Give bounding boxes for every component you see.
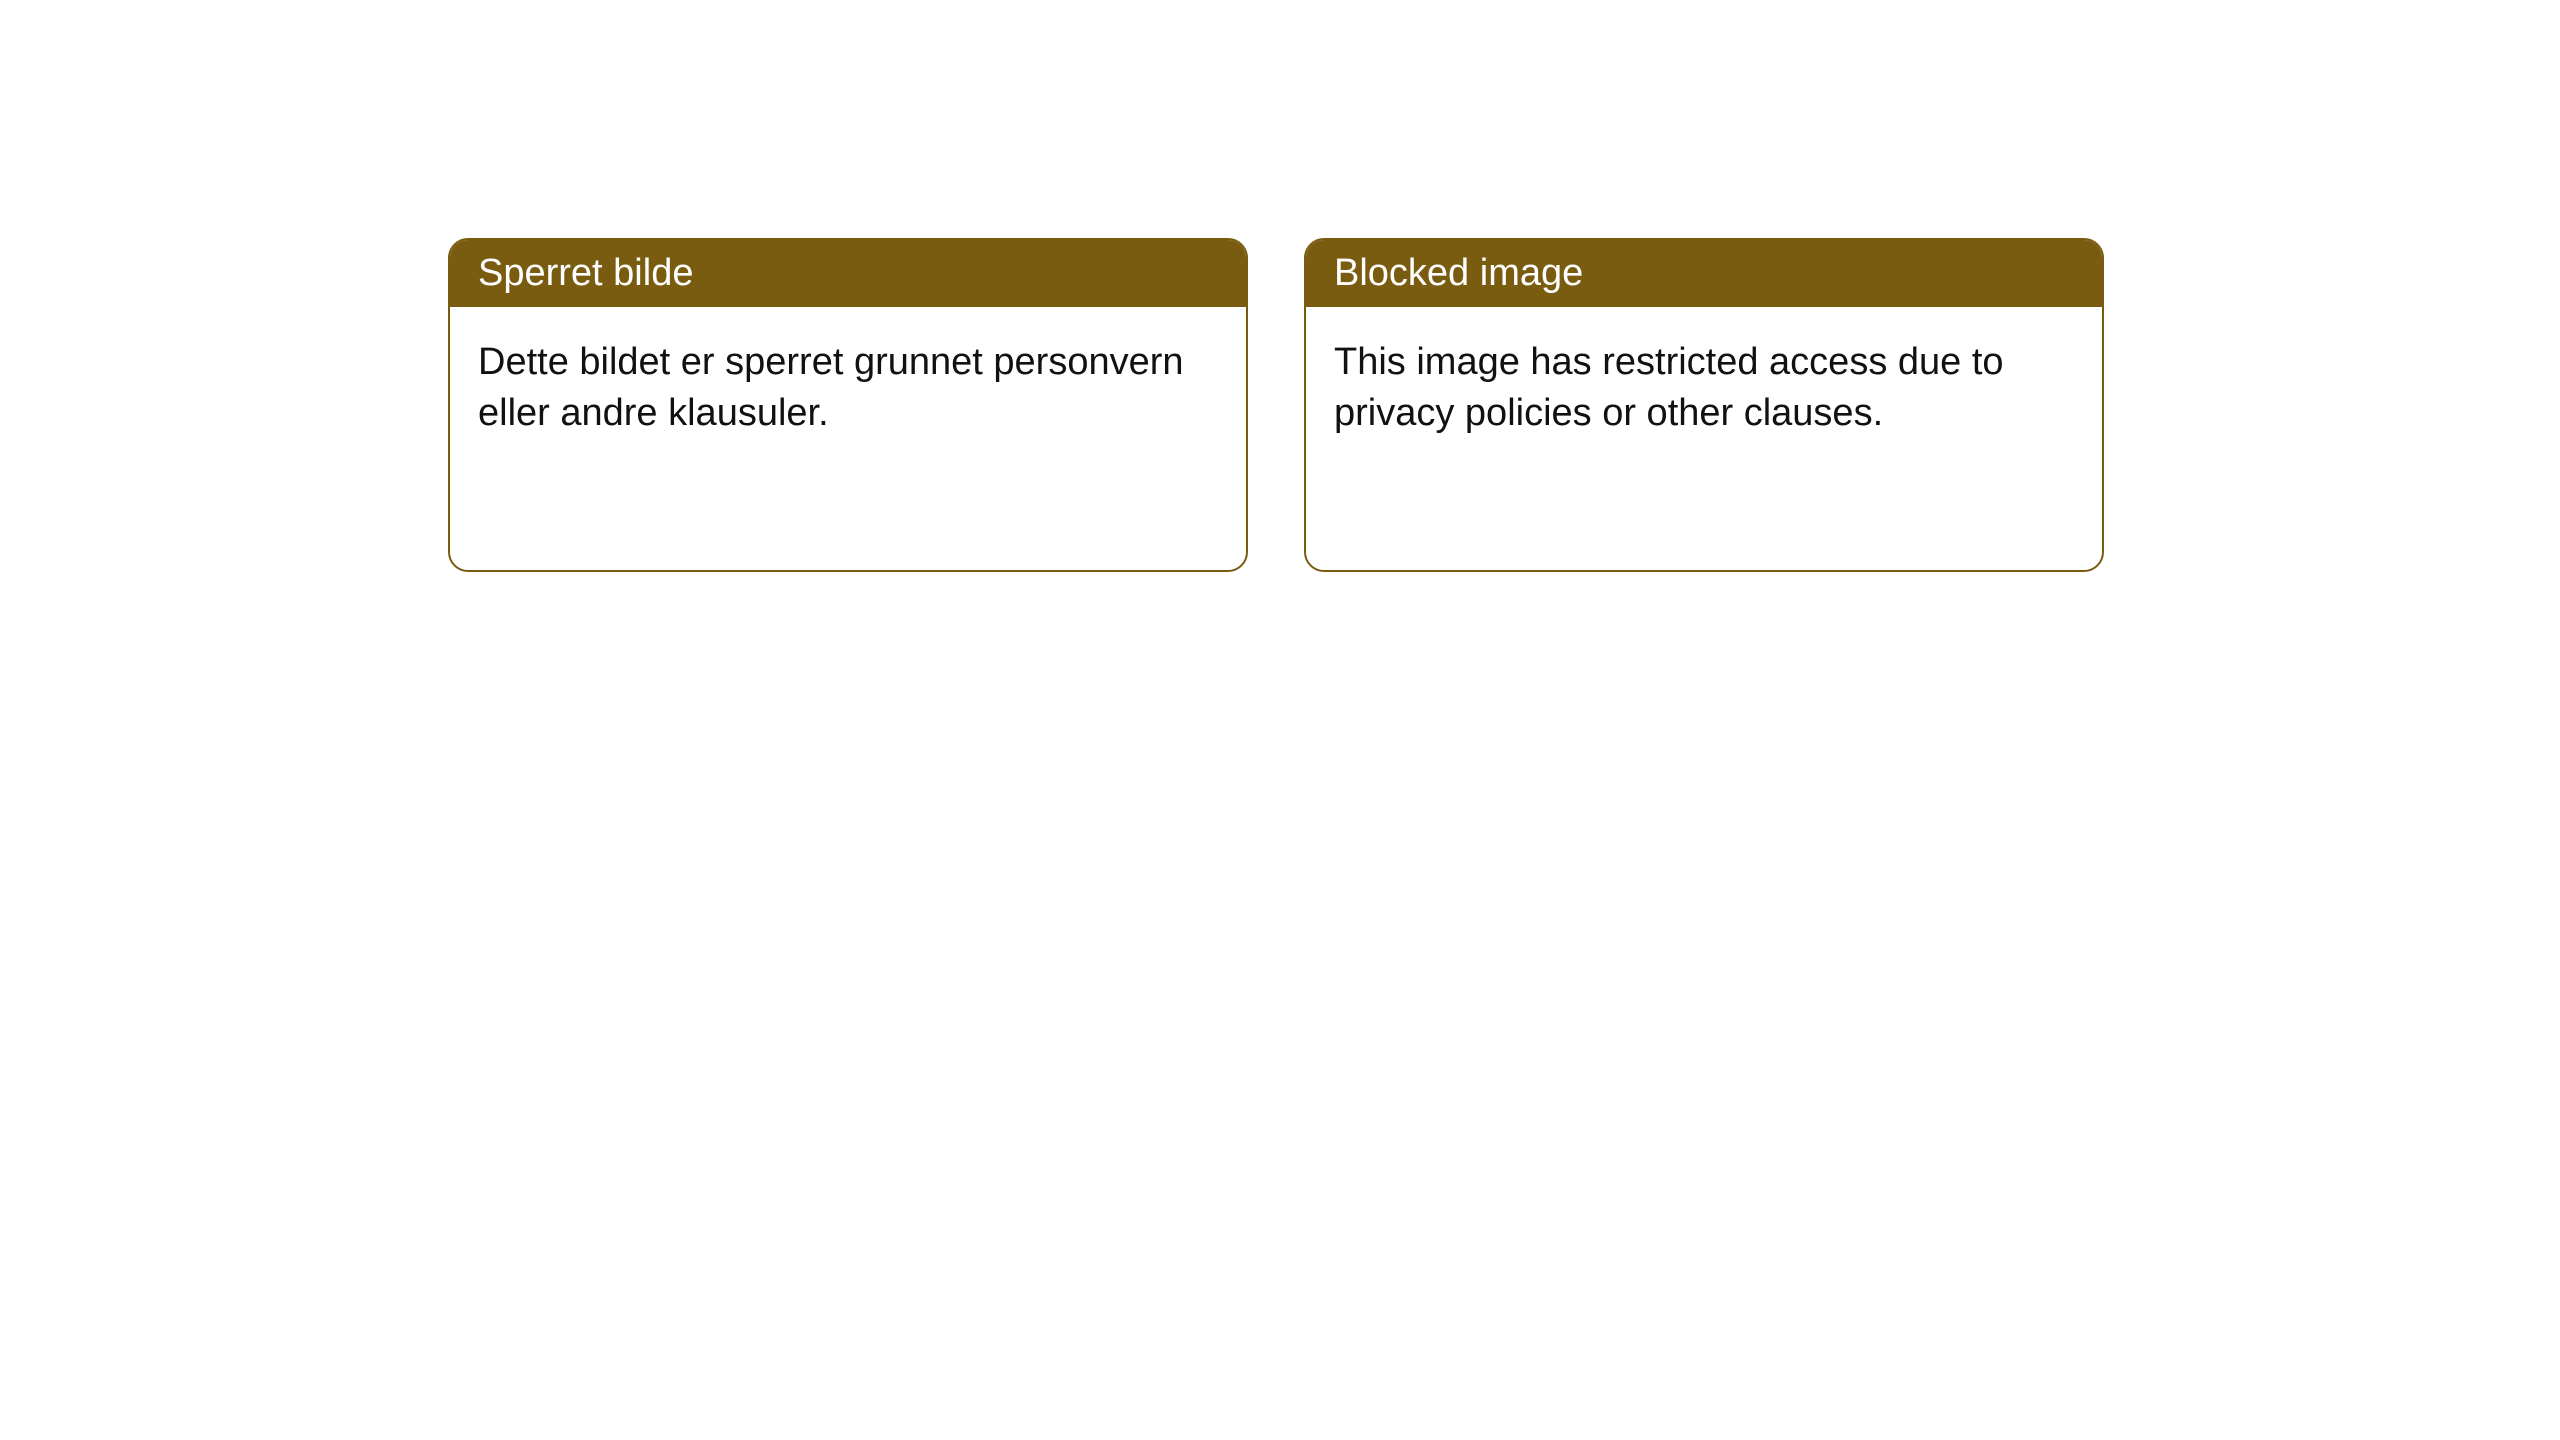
card-body-no: Dette bildet er sperret grunnet personve… xyxy=(450,307,1246,470)
blocked-image-notices: Sperret bilde Dette bildet er sperret gr… xyxy=(448,238,2104,572)
blocked-image-card-no: Sperret bilde Dette bildet er sperret gr… xyxy=(448,238,1248,572)
card-body-en: This image has restricted access due to … xyxy=(1306,307,2102,470)
blocked-image-card-en: Blocked image This image has restricted … xyxy=(1304,238,2104,572)
card-title-no: Sperret bilde xyxy=(450,240,1246,307)
card-title-en: Blocked image xyxy=(1306,240,2102,307)
